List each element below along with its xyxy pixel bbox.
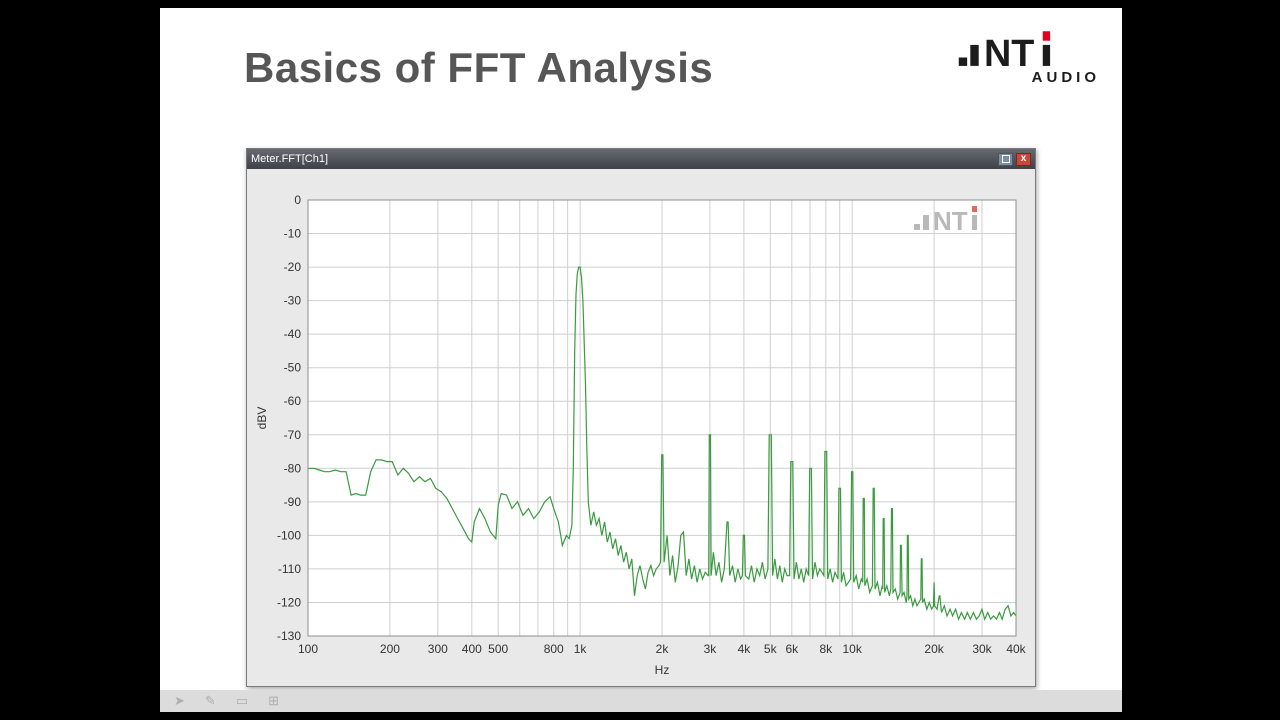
- svg-text:40k: 40k: [1006, 642, 1026, 656]
- svg-text:-60: -60: [284, 394, 302, 408]
- svg-text:-30: -30: [284, 294, 302, 308]
- svg-text:5k: 5k: [764, 642, 778, 656]
- frame-icon[interactable]: ▭: [235, 693, 249, 708]
- svg-text:10k: 10k: [843, 642, 863, 656]
- svg-text:3k: 3k: [704, 642, 718, 656]
- svg-text:-40: -40: [284, 327, 302, 341]
- svg-text:-10: -10: [284, 227, 302, 241]
- svg-text:dBV: dBV: [255, 407, 269, 430]
- svg-text:2k: 2k: [656, 642, 670, 656]
- dock-button[interactable]: [998, 152, 1013, 166]
- svg-text:-20: -20: [284, 260, 302, 274]
- slide-title: Basics of FFT Analysis: [244, 44, 714, 91]
- svg-text:100: 100: [298, 642, 318, 656]
- svg-text:-50: -50: [284, 361, 302, 375]
- svg-text:NT: NT: [933, 206, 968, 236]
- plot-container: NT 0 -10 -20 -30 -40 -50 -60 -70 -80 -90 -100 -110 -1…: [247, 169, 1035, 686]
- svg-text:0: 0: [294, 193, 301, 207]
- svg-text:Hz: Hz: [655, 663, 670, 677]
- svg-text:800: 800: [544, 642, 564, 656]
- svg-text:-110: -110: [278, 562, 301, 576]
- window-title: Meter.FFT[Ch1]: [251, 153, 329, 165]
- presenter-toolbar: ➤ ✎ ▭ ⊞: [160, 690, 1122, 712]
- nti-audio-logo: NT AUDIO: [950, 26, 1102, 86]
- logo-red-dot: [1042, 31, 1051, 41]
- fft-spectrum-chart: NT 0 -10 -20 -30 -40 -50 -60 -70 -80 -90 -100 -110 -1…: [255, 193, 1027, 677]
- grid-icon[interactable]: ⊞: [268, 693, 280, 708]
- svg-text:-90: -90: [284, 495, 302, 509]
- svg-text:20k: 20k: [924, 642, 944, 656]
- window-titlebar[interactable]: Meter.FFT[Ch1] x: [247, 149, 1035, 169]
- svg-text:NT: NT: [984, 33, 1034, 68]
- logo-audio-text: AUDIO: [1031, 69, 1100, 86]
- svg-text:6k: 6k: [785, 642, 799, 656]
- svg-text:500: 500: [488, 642, 508, 656]
- svg-text:-100: -100: [277, 528, 301, 542]
- svg-text:8k: 8k: [819, 642, 833, 656]
- svg-text:-80: -80: [284, 461, 302, 475]
- svg-text:300: 300: [428, 642, 448, 656]
- svg-text:200: 200: [380, 642, 400, 656]
- dock-icon: [1001, 155, 1010, 163]
- svg-text:1k: 1k: [574, 642, 588, 656]
- pointer-icon[interactable]: ➤: [174, 693, 185, 708]
- svg-text:4k: 4k: [738, 642, 752, 656]
- close-button[interactable]: x: [1016, 152, 1031, 166]
- pen-icon[interactable]: ✎: [204, 693, 216, 708]
- svg-text:400: 400: [462, 642, 482, 656]
- svg-text:-70: -70: [284, 428, 302, 442]
- fft-meter-window: Meter.FFT[Ch1] x NT 0 -10 -20 -30 -40 -50 -60 -7…: [246, 148, 1036, 687]
- svg-text:30k: 30k: [972, 642, 992, 656]
- slide: Basics of FFT Analysis NT AUDIO Meter.FF…: [160, 8, 1122, 712]
- svg-text:-120: -120: [277, 595, 301, 609]
- svg-text:-130: -130: [277, 629, 301, 643]
- nti-logo-mark: NT: [958, 31, 1051, 68]
